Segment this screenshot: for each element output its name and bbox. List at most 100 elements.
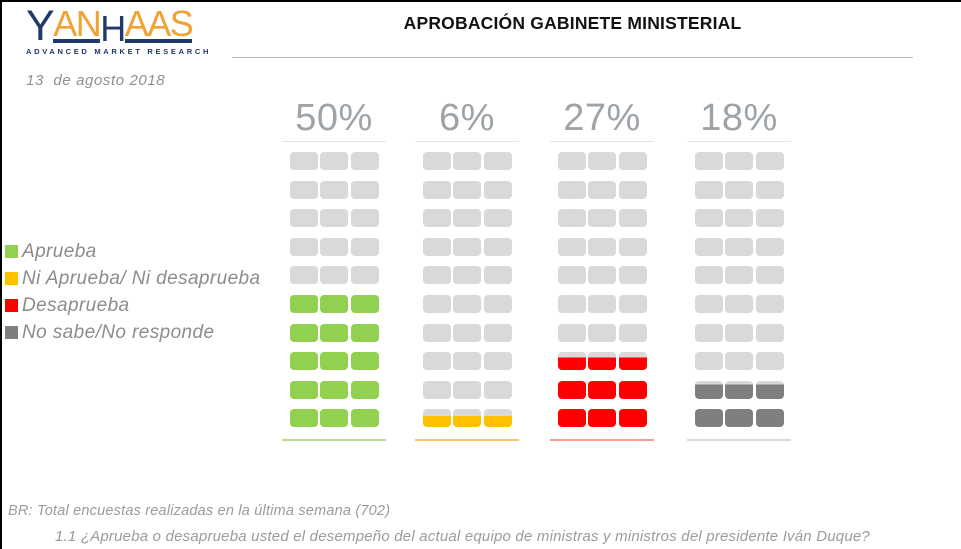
- waffle-cell: [725, 409, 753, 428]
- waffle-row: [557, 266, 647, 285]
- waffle-cell: [557, 294, 586, 313]
- waffle-row: [289, 237, 379, 256]
- legend-item: Desaprueba: [5, 292, 261, 319]
- waffle-cell: [422, 352, 451, 371]
- waffle-cell: [588, 180, 616, 199]
- waffle-row: [694, 380, 784, 399]
- waffle-row: [557, 237, 647, 256]
- waffle-row: [694, 352, 784, 371]
- column-baseline: [550, 439, 654, 442]
- waffle-cell: [350, 266, 379, 285]
- waffle-cell: [289, 209, 318, 228]
- legend-label: Desaprueba: [22, 294, 130, 316]
- waffle-cell: [350, 209, 379, 228]
- waffle-cell: [453, 266, 481, 285]
- waffle-cell: [453, 380, 481, 399]
- legend-item: Aprueba: [5, 238, 261, 265]
- waffle-row: [289, 266, 379, 285]
- waffle-cell: [350, 380, 379, 399]
- waffle-cell: [483, 152, 512, 170]
- legend-item: No sabe/No responde: [5, 319, 261, 346]
- waffle-cell: [483, 380, 512, 399]
- report-date: 13 de agosto 2018: [26, 72, 166, 89]
- waffle-cell: [618, 323, 647, 342]
- waffle-cell: [320, 266, 348, 285]
- waffle-cell: [618, 294, 647, 313]
- waffle-cell: [588, 323, 616, 342]
- waffle-cell: [694, 352, 723, 371]
- waffle-cell: [725, 266, 753, 285]
- waffle-cell: [755, 237, 784, 256]
- waffle-cell: [755, 152, 784, 170]
- waffle-cell: [320, 380, 348, 399]
- waffle-row: [422, 294, 512, 313]
- legend-swatch: [5, 299, 18, 312]
- legend-swatch: [5, 272, 18, 285]
- question-text: 1.1 ¿Aprueba o desaprueba usted el desem…: [55, 528, 870, 545]
- percent-label: 6%: [439, 97, 495, 139]
- legend-swatch: [5, 245, 18, 258]
- waffle-grid: [415, 152, 519, 428]
- percent-underline: [687, 141, 791, 142]
- waffle-cell: [618, 180, 647, 199]
- waffle-cell: [289, 323, 318, 342]
- waffle-row: [557, 352, 647, 371]
- column-baseline: [687, 439, 791, 442]
- waffle-cell: [557, 266, 586, 285]
- waffle-cell: [557, 209, 586, 228]
- percent-label: 18%: [700, 97, 778, 139]
- legend-label: Ni Aprueba/ Ni desaprueba: [22, 267, 261, 289]
- waffle-row: [422, 380, 512, 399]
- waffle-cell: [588, 237, 616, 256]
- waffle-row: [422, 209, 512, 228]
- waffle-cell: [350, 294, 379, 313]
- waffle-cell: [483, 352, 512, 371]
- waffle-cell: [557, 380, 586, 399]
- waffle-cell: [350, 152, 379, 170]
- waffle-cell: [618, 266, 647, 285]
- waffle-row: [557, 380, 647, 399]
- logo-tagline: ADVANCED MARKET RESEARCH: [26, 47, 212, 57]
- waffle-row: [289, 180, 379, 199]
- waffle-cell: [320, 352, 348, 371]
- waffle-row: [422, 323, 512, 342]
- waffle-cell: [725, 209, 753, 228]
- waffle-column-ni-aprueba-ni-desaprueba: 6%: [415, 95, 519, 442]
- logo-letters-aas: AAS: [124, 2, 194, 44]
- base-note: BR: Total encuestas realizadas en la últ…: [8, 503, 391, 519]
- waffle-row: [289, 294, 379, 313]
- waffle-cell: [483, 209, 512, 228]
- waffle-cell: [453, 294, 481, 313]
- waffle-cell: [483, 237, 512, 256]
- column-baseline: [282, 439, 386, 442]
- waffle-cell: [453, 180, 481, 199]
- yanhaas-logo: Y AN H AAS ADVANCED MARKET RESEARCH: [26, 2, 212, 57]
- waffle-row: [694, 180, 784, 199]
- waffle-cell: [725, 294, 753, 313]
- waffle-cell: [350, 352, 379, 371]
- waffle-cell: [320, 152, 348, 170]
- waffle-cell: [320, 180, 348, 199]
- title-rule: [232, 57, 913, 58]
- waffle-cell: [557, 323, 586, 342]
- waffle-row: [422, 266, 512, 285]
- legend-item: Ni Aprueba/ Ni desaprueba: [5, 265, 261, 292]
- waffle-row: [694, 152, 784, 170]
- waffle-grid: [550, 152, 654, 428]
- waffle-cell: [755, 266, 784, 285]
- percent-label: 27%: [563, 97, 641, 139]
- waffle-cell: [289, 380, 318, 399]
- waffle-row: [289, 323, 379, 342]
- waffle-column-aprueba: 50%: [282, 95, 386, 442]
- waffle-cell: [350, 323, 379, 342]
- waffle-cell: [557, 152, 586, 170]
- waffle-row: [694, 294, 784, 313]
- waffle-grid: [282, 152, 386, 428]
- waffle-row: [422, 352, 512, 371]
- waffle-cell: [289, 409, 318, 428]
- waffle-cell: [694, 266, 723, 285]
- waffle-cell: [289, 352, 318, 371]
- waffle-cell: [588, 209, 616, 228]
- waffle-row: [557, 209, 647, 228]
- waffle-cell: [694, 209, 723, 228]
